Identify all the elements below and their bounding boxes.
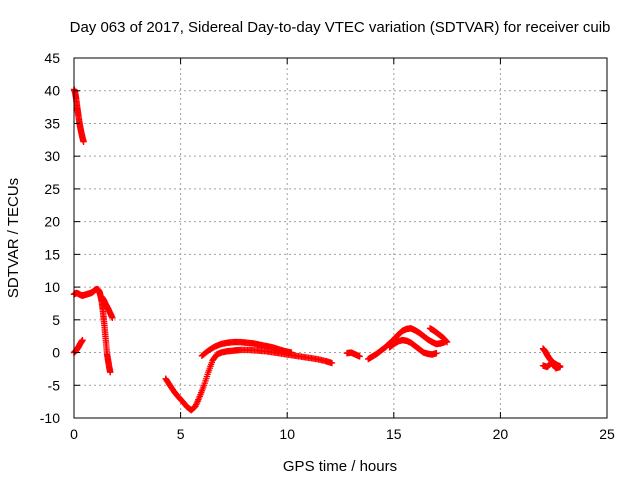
y-tick-label: 25 xyxy=(44,181,60,197)
x-tick-label: 5 xyxy=(177,426,185,442)
data-point xyxy=(109,314,116,322)
plot-frame xyxy=(73,57,608,419)
y-tick-label: 35 xyxy=(44,115,60,131)
y-tick-label: 5 xyxy=(52,312,60,328)
data-point xyxy=(107,368,114,376)
data-point xyxy=(80,138,87,145)
data-points xyxy=(70,86,564,414)
x-tick-label: 15 xyxy=(386,426,402,442)
y-tick-label: 0 xyxy=(52,345,60,361)
y-tick-label: 10 xyxy=(44,279,60,295)
y-tick-label: 45 xyxy=(44,50,60,66)
y-tick-label: 20 xyxy=(44,214,60,230)
chart-title: Day 063 of 2017, Sidereal Day-to-day VTE… xyxy=(70,19,611,36)
x-tick-label: 10 xyxy=(279,426,295,442)
data-point xyxy=(433,350,440,357)
data-point xyxy=(288,349,295,356)
x-tick-label: 25 xyxy=(599,426,615,442)
data-point xyxy=(556,363,564,371)
data-point xyxy=(443,338,451,346)
y-axis-label: SDTVAR / TECUs xyxy=(5,178,22,298)
axis-ticks: 0 5 10 15 20 25 -10 -5 0 5 10 15 20 25 30 35 40 45 xyxy=(40,50,615,442)
x-tick-label: 20 xyxy=(493,426,509,442)
grid xyxy=(74,58,607,418)
x-tick-label: 0 xyxy=(70,426,78,442)
data-point xyxy=(79,336,86,344)
y-tick-label: 30 xyxy=(44,148,60,164)
y-tick-label: 15 xyxy=(44,246,60,262)
data-point xyxy=(328,359,336,367)
y-tick-label: -5 xyxy=(48,377,61,393)
y-tick-label: -10 xyxy=(40,410,60,426)
data-point xyxy=(443,338,450,345)
x-axis-label: GPS time / hours xyxy=(283,458,397,475)
y-tick-label: 40 xyxy=(44,83,60,99)
data-point xyxy=(356,353,363,360)
